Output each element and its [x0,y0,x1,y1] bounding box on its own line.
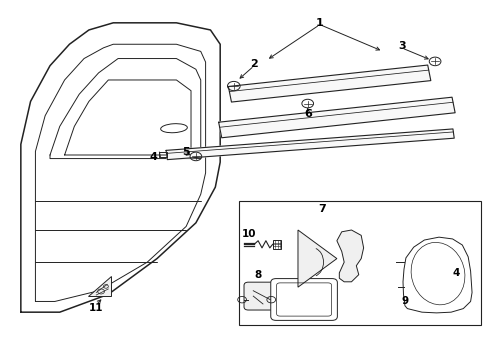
Text: 5: 5 [182,147,189,157]
Text: 11: 11 [89,302,103,312]
Polygon shape [297,230,336,287]
Text: 6: 6 [303,109,311,119]
Text: 4: 4 [451,268,459,278]
Polygon shape [336,230,363,282]
Polygon shape [228,65,430,102]
Ellipse shape [161,124,187,133]
Polygon shape [166,129,453,159]
Text: 9: 9 [401,296,407,306]
FancyBboxPatch shape [270,279,337,320]
Text: 1: 1 [315,18,323,28]
Polygon shape [402,237,471,313]
Text: 7: 7 [318,203,325,213]
Text: 8: 8 [254,270,261,280]
Bar [272,240,281,249]
Text: 3: 3 [398,41,406,51]
FancyBboxPatch shape [244,282,288,310]
Polygon shape [218,97,454,138]
Text: 4: 4 [149,152,157,162]
Text: 2: 2 [250,59,258,69]
Bar [238,202,480,325]
Polygon shape [88,276,111,296]
Text: 10: 10 [242,229,256,239]
